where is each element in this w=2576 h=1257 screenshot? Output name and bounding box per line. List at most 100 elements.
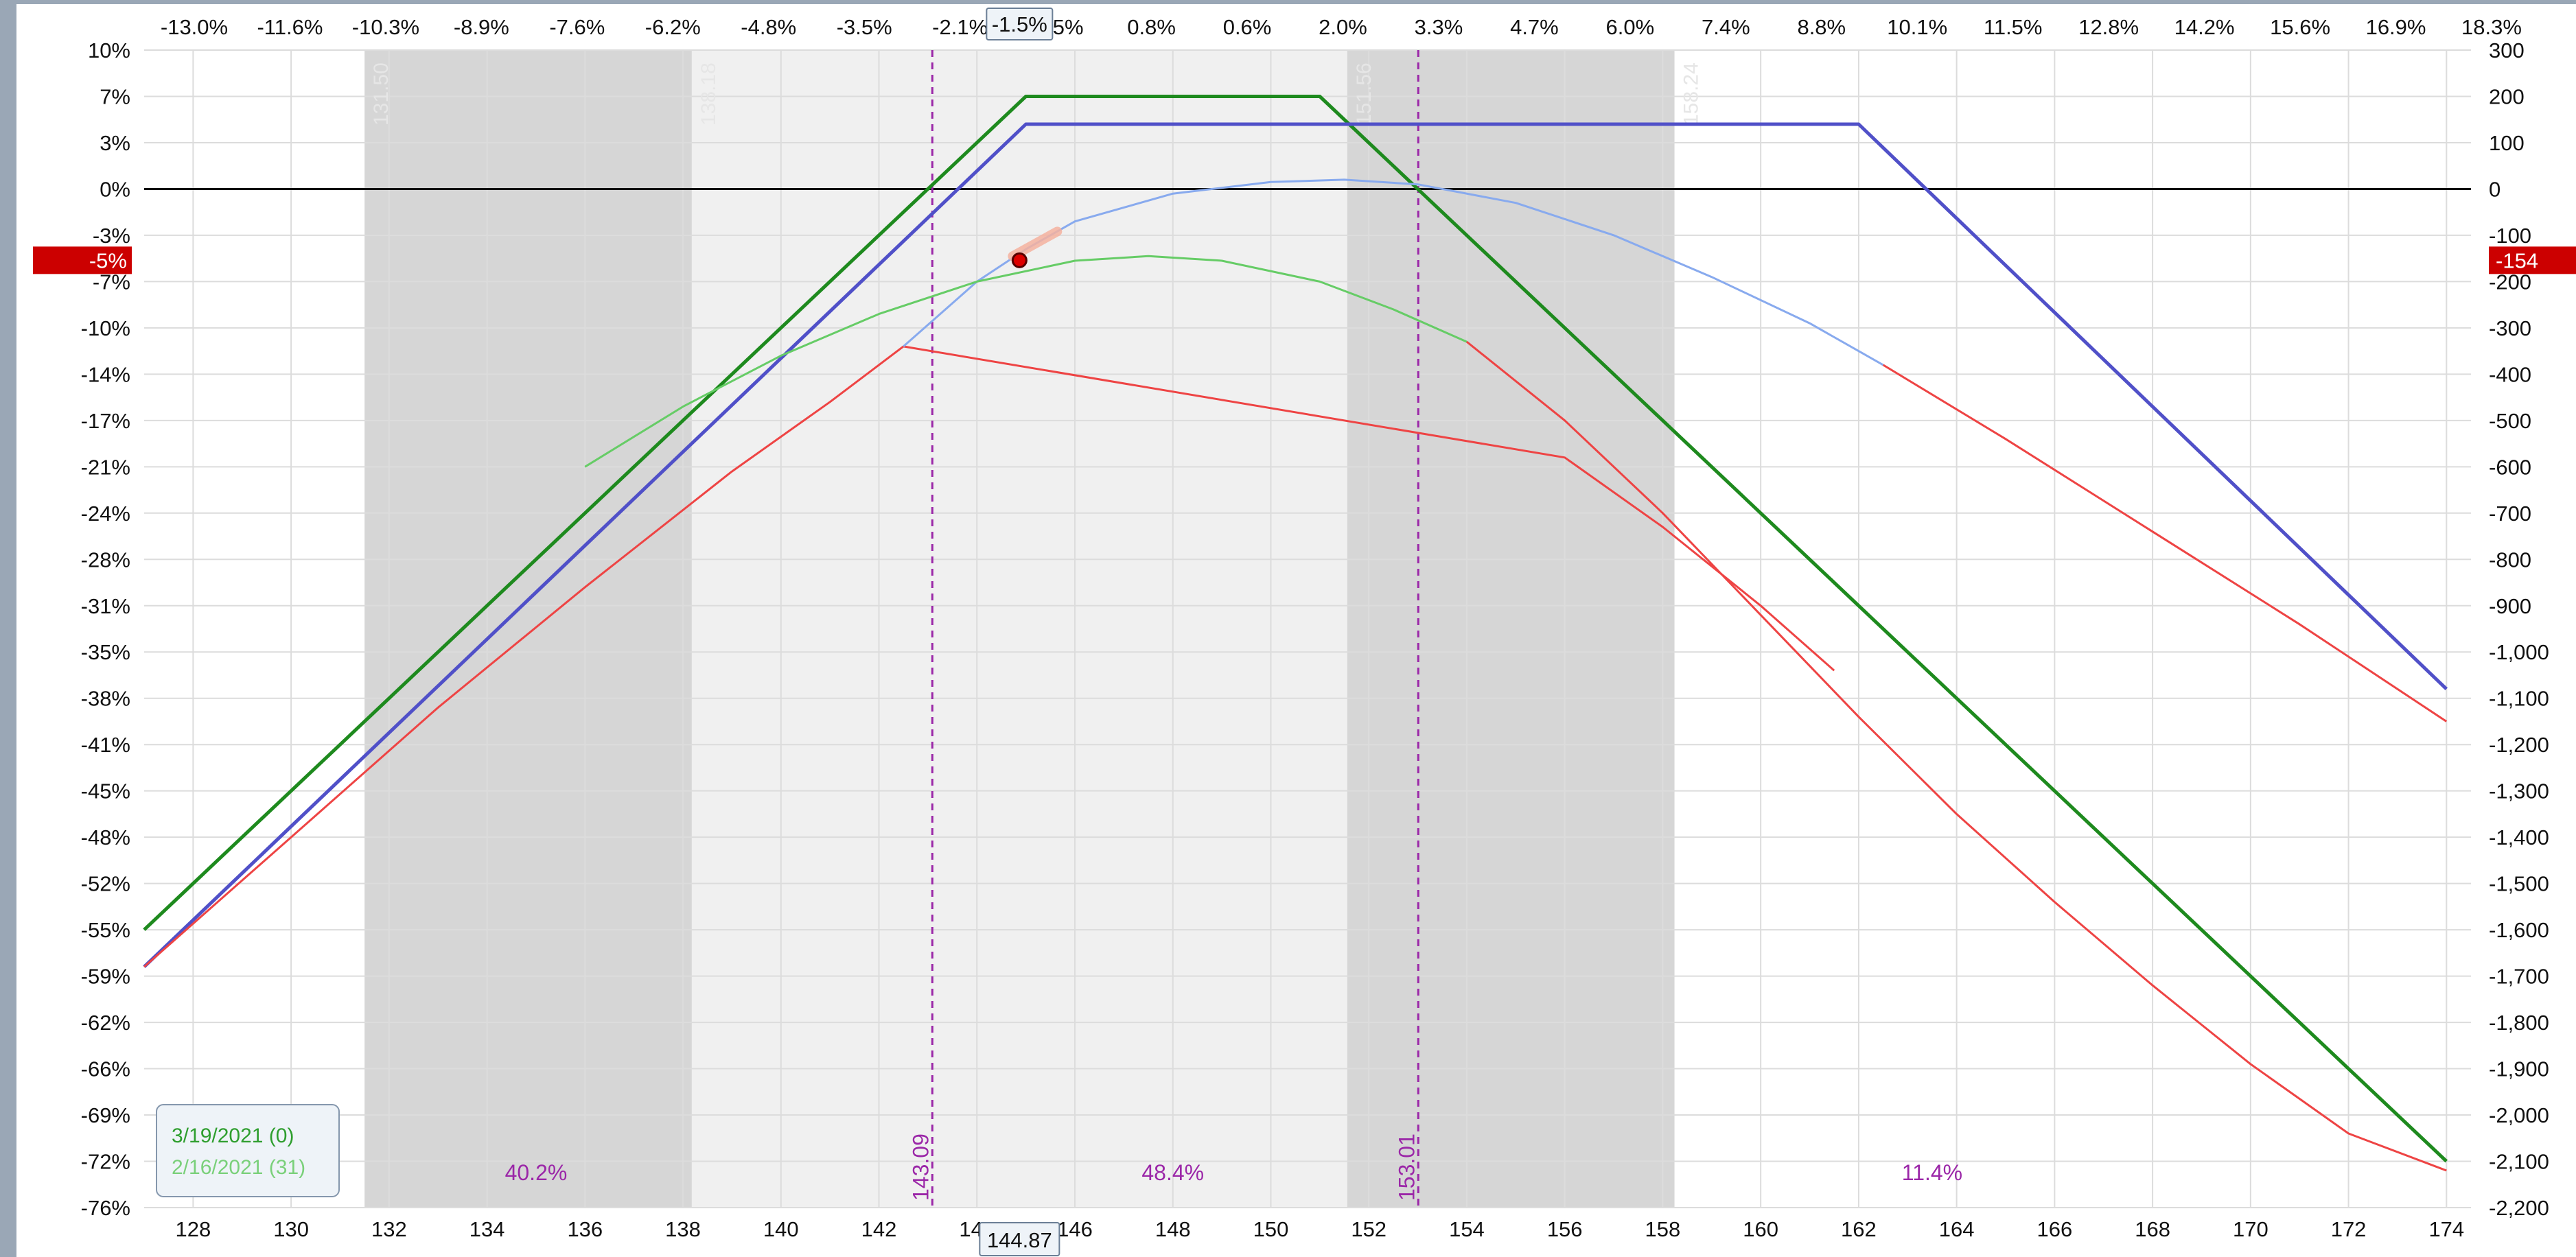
current-slope-marker	[1008, 226, 1063, 261]
y-right-tick-label: -700	[2489, 502, 2531, 526]
x-pct-tick-label: 15.6%	[2270, 15, 2330, 39]
y-left-tick-label: -41%	[81, 733, 130, 757]
y-right-tick-label: -500	[2489, 409, 2531, 433]
y-right-tick-label: -1,200	[2489, 733, 2549, 757]
y-right-tick-label: -600	[2489, 455, 2531, 479]
x-tick-label: 172	[2331, 1217, 2367, 1241]
y-left-tick-label: 3%	[100, 131, 130, 155]
legend-entry: 2/16/2021 (31)	[172, 1156, 305, 1179]
x-tick-label: 152	[1351, 1217, 1386, 1241]
y-left-tick-label: 0%	[100, 177, 130, 201]
y-right-tick-label: -2,200	[2489, 1196, 2549, 1220]
series-line-6	[584, 255, 1467, 468]
shade-band-right	[1347, 50, 1675, 1208]
y-right-tick-label: -100	[2489, 224, 2531, 248]
zone-probability-label: 48.4%	[1141, 1160, 1204, 1185]
y-left-tick-label: -28%	[81, 548, 130, 572]
x-pct-tick-label: -7.6%	[549, 15, 605, 39]
x-pct-tick-label: 3.3%	[1415, 15, 1463, 39]
shade-band-left	[364, 50, 692, 1208]
y-right-tick-label: -2,100	[2489, 1150, 2549, 1174]
current-pct-box	[986, 8, 1054, 40]
current-position-dot	[1011, 252, 1028, 268]
x-tick-label: 146	[1057, 1217, 1093, 1241]
y-left-tick-label: -31%	[81, 594, 130, 618]
y-left-tick-label: -24%	[81, 502, 130, 526]
x-pct-tick-label: -13.0%	[161, 15, 228, 39]
series-line-1	[143, 95, 2448, 1163]
legend-entry: 3/19/2021 (0)	[172, 1125, 294, 1147]
y-left-tick-label: -66%	[81, 1057, 130, 1081]
y-left-tick-label: -17%	[81, 409, 130, 433]
y-right-tick-label: -1,900	[2489, 1057, 2549, 1081]
x-pct-tick-label: 7.4%	[1702, 15, 1750, 39]
y-right-tick-label: -400	[2489, 362, 2531, 386]
current-pl-pct-badge	[33, 246, 132, 274]
y-right-tick-label: -1,500	[2489, 872, 2549, 896]
current-price-box	[979, 1222, 1060, 1256]
x-pct-tick-label: 6.0%	[1606, 15, 1655, 39]
y-left-tick-label: -45%	[81, 779, 130, 803]
y-left-tick-label: 7%	[100, 84, 130, 108]
y-left-tick-label: -21%	[81, 455, 130, 479]
y-left-tick-label: 10%	[88, 38, 130, 62]
x-pct-tick-label: 8.8%	[1797, 15, 1846, 39]
y-left-tick-label: -10%	[81, 316, 130, 340]
series-line-2	[143, 122, 2448, 968]
y-right-tick-label: -900	[2489, 594, 2531, 618]
x-pct-tick-label: 12.8%	[2078, 15, 2139, 39]
x-tick-label: 168	[2135, 1217, 2170, 1241]
x-pct-tick-label: 11.5%	[1984, 15, 2043, 39]
x-pct-tick-label: 4.7%	[1510, 15, 1559, 39]
y-right-tick-label: -1,000	[2489, 640, 2549, 664]
left-window-edge	[0, 0, 16, 1257]
y-left-tick-label: -59%	[81, 965, 130, 989]
x-pct-tick-label: -4.8%	[741, 15, 796, 39]
x-pct-tick-label: -3.5%	[837, 15, 892, 39]
current-pl-pct-text: -5%	[89, 248, 127, 272]
y-left-tick-label: -72%	[81, 1150, 130, 1174]
y-right-tick-label: -1,400	[2489, 825, 2549, 849]
x-tick-label: 130	[273, 1217, 309, 1241]
y-left-tick-label: -76%	[81, 1196, 130, 1220]
top-window-edge	[0, 0, 2576, 4]
y-right-tick-label: -1,800	[2489, 1011, 2549, 1035]
x-tick-label: 142	[861, 1217, 897, 1241]
y-left-tick-label: -35%	[81, 640, 130, 664]
y-right-tick-label: -1,600	[2489, 918, 2549, 942]
y-right-tick-label: -300	[2489, 316, 2531, 340]
x-tick-label: 134	[469, 1217, 505, 1241]
y-left-tick-label: -52%	[81, 872, 130, 896]
y-right-tick-label: 100	[2489, 131, 2525, 155]
current-price-label: 144.87	[987, 1228, 1052, 1252]
x-tick-label: 128	[176, 1217, 211, 1241]
x-tick-label: 166	[2037, 1217, 2073, 1241]
zone-probability-label: 40.2%	[505, 1160, 568, 1185]
x-tick-label: 162	[1841, 1217, 1877, 1241]
x-tick-label: 150	[1253, 1217, 1289, 1241]
sd-level-label: 158.24	[1680, 62, 1703, 126]
x-tick-label: 160	[1743, 1217, 1778, 1241]
y-right-tick-label: -1,100	[2489, 687, 2549, 711]
x-pct-tick-label: 2.0%	[1319, 15, 1367, 39]
y-right-tick-label: 0	[2489, 177, 2500, 201]
x-tick-label: 154	[1449, 1217, 1485, 1241]
y-right-tick-label: -1,300	[2489, 779, 2549, 803]
y-left-tick-label: -55%	[81, 918, 130, 942]
x-pct-tick-label: -11.6%	[257, 15, 323, 39]
y-left-tick-label: -69%	[81, 1103, 130, 1127]
x-tick-label: 148	[1155, 1217, 1191, 1241]
y-left-tick-label: -3%	[93, 224, 130, 248]
y-right-tick-label: -800	[2489, 548, 2531, 572]
x-pct-tick-label: -6.2%	[645, 15, 701, 39]
y-right-tick-label: 300	[2489, 38, 2525, 62]
shade-band-center	[691, 50, 1347, 1208]
y-right-tick-label: 200	[2489, 84, 2525, 108]
sd-level-label: 138.18	[697, 62, 720, 126]
breakeven-label: 153.01	[1394, 1133, 1419, 1201]
x-tick-label: 156	[1547, 1217, 1583, 1241]
current-pl-badge	[2489, 246, 2576, 274]
zone-probability-label: 11.4%	[1902, 1160, 1962, 1185]
